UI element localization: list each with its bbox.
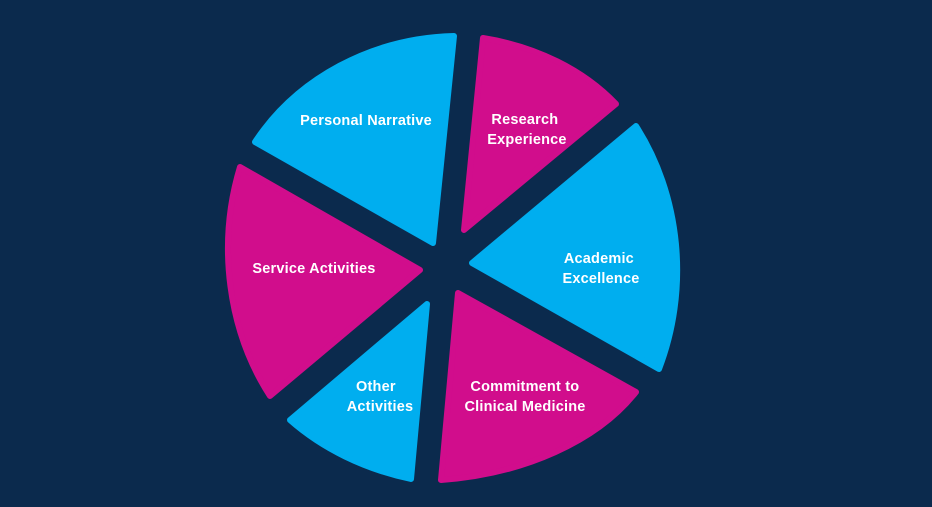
segment-service-activities-label: Service Activities	[252, 261, 375, 277]
segment-other-activities-line-2: Activities	[347, 399, 413, 415]
segment-personal-narrative: Personal Narrative	[252, 33, 457, 246]
segment-research-experience-line-2: Experience	[487, 132, 566, 148]
segment-service-activities-line-1: Service Activities	[252, 261, 375, 277]
segment-personal-narrative-shape	[252, 33, 457, 246]
segment-other-activities-label: Other Activities	[347, 379, 413, 415]
segment-commitment-clinical-medicine-shape	[438, 290, 639, 483]
segment-research-experience: Research Experience	[461, 35, 619, 233]
segment-research-experience-line-1: Research	[491, 112, 558, 128]
segment-academic-excellence-shape	[469, 123, 681, 372]
segment-academic-excellence-line-1: Academic	[564, 251, 634, 267]
segment-commitment-clinical-medicine-label: Commitment to Clinical Medicine	[464, 379, 585, 415]
segment-research-experience-shape	[461, 35, 619, 233]
segment-service-activities-shape	[225, 164, 423, 399]
segment-academic-excellence-label: Academic Excellence	[563, 251, 640, 287]
segment-service-activities: Service Activities	[225, 164, 423, 399]
segment-academic-excellence-line-2: Excellence	[563, 271, 640, 287]
segment-personal-narrative-line-1: Personal Narrative	[300, 113, 432, 129]
segment-commitment-clinical-medicine-line-1: Commitment to	[470, 379, 579, 395]
segment-other-activities: Other Activities	[287, 301, 430, 482]
segment-other-activities-line-1: Other	[356, 379, 396, 395]
segment-academic-excellence: Academic Excellence	[469, 123, 681, 372]
segment-commitment-clinical-medicine-line-2: Clinical Medicine	[464, 399, 585, 415]
segment-commitment-clinical-medicine: Commitment to Clinical Medicine	[438, 290, 639, 483]
segment-research-experience-label: Research Experience	[487, 112, 566, 148]
segment-personal-narrative-label: Personal Narrative	[300, 113, 432, 129]
segment-other-activities-shape	[287, 301, 430, 482]
